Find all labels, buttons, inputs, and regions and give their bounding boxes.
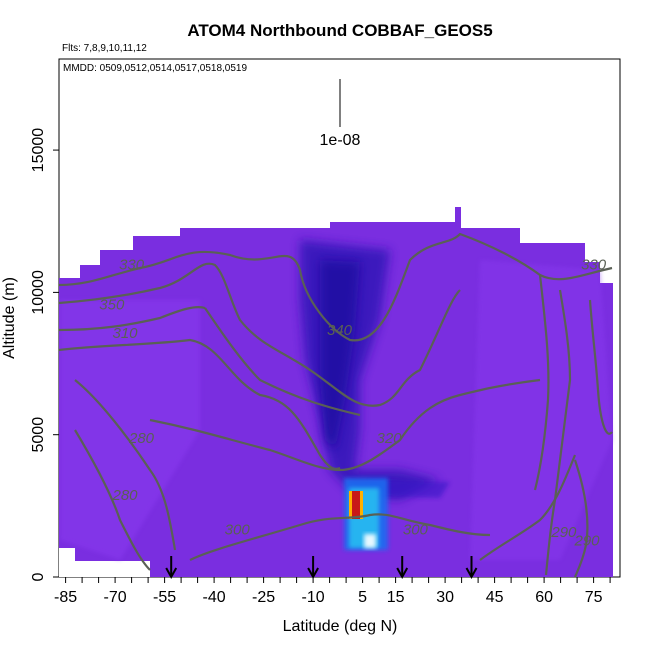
contour-right4 <box>573 459 589 577</box>
x-axis-label: Latitude (deg N) <box>283 618 398 635</box>
left-band <box>60 300 200 560</box>
contour-330 <box>59 232 613 342</box>
y-axis: 0 5000 10000 15000 <box>30 128 59 581</box>
x-axis: -85 -70 -55 -40 -25 -10 5 15 30 45 60 75 <box>54 577 611 606</box>
flight-marker-head <box>165 567 178 580</box>
plume-red <box>352 491 360 519</box>
plume-streak <box>370 480 450 498</box>
x-tick-label: 30 <box>436 589 454 606</box>
x-tick-label: -70 <box>104 589 127 606</box>
x-tick-label: -40 <box>203 589 226 606</box>
gap-bottom <box>75 561 150 577</box>
contour-label: 280 <box>128 430 155 447</box>
gap-bottom-left <box>59 548 75 577</box>
contour-290 <box>479 454 577 561</box>
contour-label: 290 <box>550 524 577 541</box>
chart-title: ATOM4 Northbound COBBAF_GEOS5 <box>187 21 492 40</box>
contour-lines <box>59 232 613 577</box>
x-tick-label: 75 <box>585 589 603 606</box>
contour-280b <box>74 429 151 571</box>
contour-label: 290 <box>573 533 600 550</box>
x-tick-label: 60 <box>535 589 553 606</box>
y-tick-label: 10000 <box>30 270 47 315</box>
contour-300 <box>189 513 491 561</box>
contour-320 <box>149 378 541 472</box>
contour-label: 320 <box>376 430 402 447</box>
x-tick-label: 45 <box>486 589 504 606</box>
contour-label: 300 <box>225 521 251 538</box>
y-tick-label: 0 <box>30 572 47 581</box>
contour-label: 280 <box>111 487 138 504</box>
x-tick-label: 15 <box>387 589 405 606</box>
date-note: MMDD: 0509,0512,0514,0517,0518,0519 <box>63 63 247 74</box>
contour-right1 <box>533 274 550 491</box>
contour-label: 330 <box>119 257 145 274</box>
y-tick-label: 5000 <box>30 417 47 453</box>
flight-marker-head <box>396 567 409 580</box>
contour-label: 350 <box>99 296 125 313</box>
contour-310b <box>59 338 341 471</box>
plume-light <box>364 534 376 548</box>
contour-label: 340 <box>327 322 353 339</box>
y-axis-label: Altitude (m) <box>1 277 18 359</box>
x-tick-label: -85 <box>54 589 77 606</box>
contour-label: 310 <box>112 325 138 342</box>
contour-350 <box>59 262 461 407</box>
x-tick-label: 5 <box>358 589 367 606</box>
flights-note: Flts: 7,8,9,10,11,12 <box>62 43 147 54</box>
x-tick-label: -10 <box>302 589 325 606</box>
y-tick-label: 15000 <box>30 128 47 173</box>
right-band <box>470 260 612 560</box>
contour-right2 <box>544 289 572 576</box>
contour-label: 300 <box>403 521 429 538</box>
flight-marker-head <box>465 567 478 580</box>
dark-column-core <box>320 260 360 450</box>
contour-340 <box>204 307 361 417</box>
scale-label: 1e-08 <box>320 132 361 149</box>
x-tick-label: -55 <box>153 589 176 606</box>
contour-label: 330 <box>581 257 607 274</box>
contour-310 <box>59 306 206 332</box>
contour-right3 <box>588 299 613 435</box>
contour-280a <box>74 379 177 551</box>
x-tick-label: -25 <box>252 589 275 606</box>
